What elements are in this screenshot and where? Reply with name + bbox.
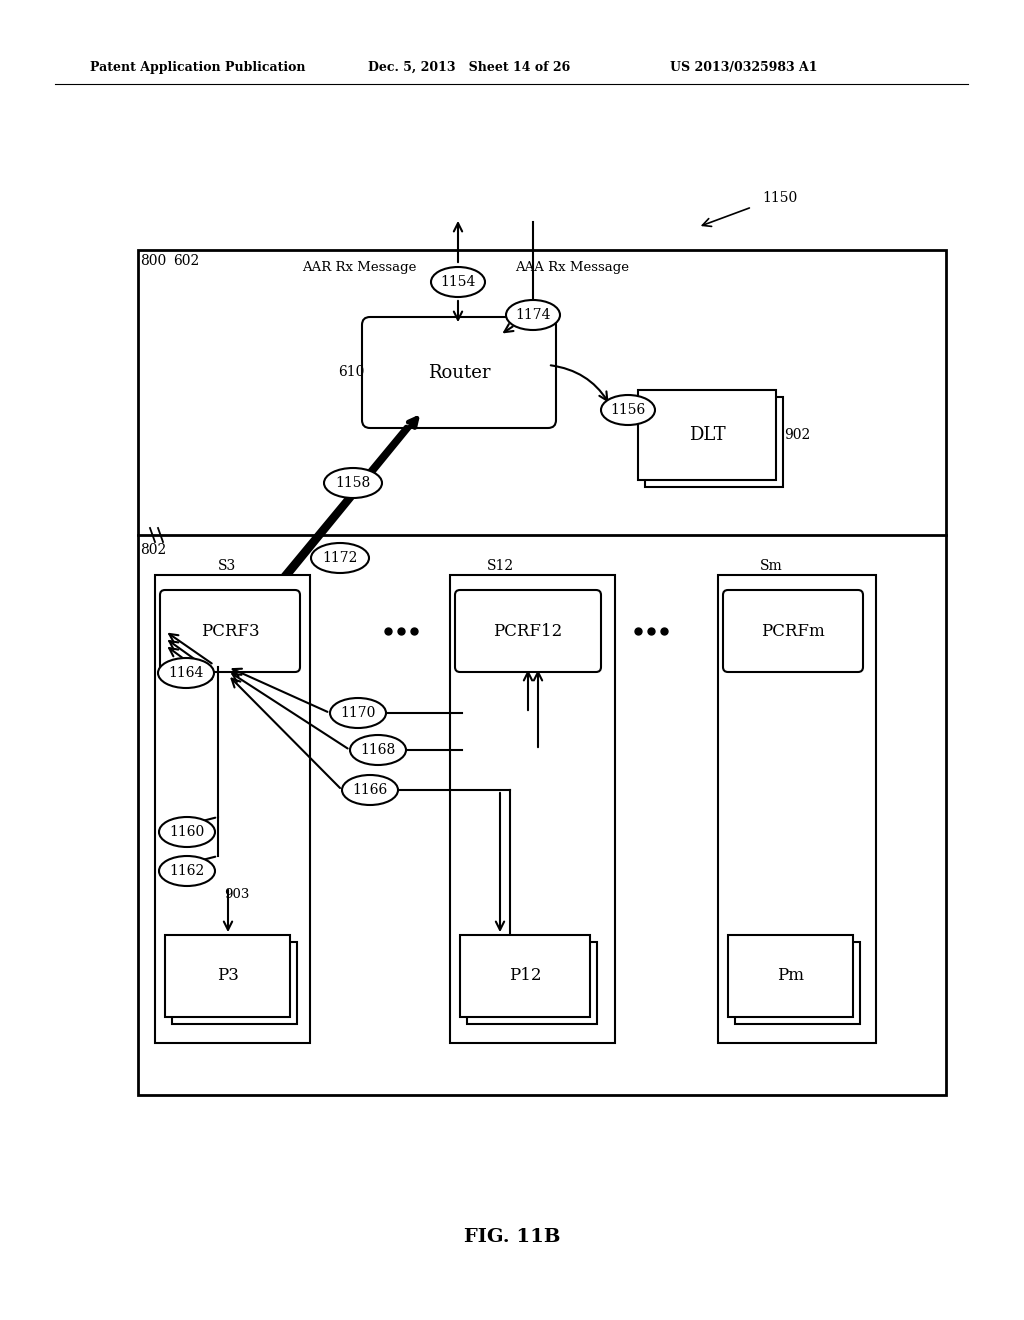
Text: Patent Application Publication: Patent Application Publication	[90, 61, 305, 74]
Text: FIG. 11B: FIG. 11B	[464, 1228, 560, 1246]
Ellipse shape	[159, 817, 215, 847]
Text: 1160: 1160	[169, 825, 205, 840]
Text: PCRF3: PCRF3	[201, 623, 259, 639]
Text: 602: 602	[173, 253, 200, 268]
FancyBboxPatch shape	[638, 389, 776, 480]
Text: DLT: DLT	[689, 426, 725, 444]
Text: 903: 903	[224, 887, 250, 900]
Ellipse shape	[158, 657, 214, 688]
Ellipse shape	[324, 469, 382, 498]
FancyBboxPatch shape	[160, 590, 300, 672]
FancyBboxPatch shape	[460, 935, 590, 1016]
Ellipse shape	[330, 698, 386, 729]
FancyBboxPatch shape	[450, 576, 615, 1043]
Text: Router: Router	[428, 363, 490, 381]
Text: 903: 903	[638, 438, 664, 451]
FancyBboxPatch shape	[645, 397, 783, 487]
Text: S3: S3	[218, 558, 237, 573]
Ellipse shape	[159, 855, 215, 886]
Text: 1150: 1150	[762, 191, 798, 205]
Ellipse shape	[506, 300, 560, 330]
FancyBboxPatch shape	[728, 935, 853, 1016]
Ellipse shape	[342, 775, 398, 805]
Text: 1154: 1154	[440, 275, 476, 289]
Text: Dec. 5, 2013   Sheet 14 of 26: Dec. 5, 2013 Sheet 14 of 26	[368, 61, 570, 74]
Ellipse shape	[431, 267, 485, 297]
Text: AAA Rx Message: AAA Rx Message	[515, 261, 629, 275]
FancyBboxPatch shape	[138, 249, 946, 1096]
Text: 1158: 1158	[336, 477, 371, 490]
Text: P3: P3	[216, 968, 239, 985]
Text: 802: 802	[140, 543, 166, 557]
Text: PCRF12: PCRF12	[494, 623, 562, 639]
FancyBboxPatch shape	[165, 935, 290, 1016]
Text: 610: 610	[338, 366, 365, 380]
Text: Pm: Pm	[777, 968, 804, 985]
Ellipse shape	[311, 543, 369, 573]
Text: AAR Rx Message: AAR Rx Message	[302, 261, 417, 275]
FancyBboxPatch shape	[172, 942, 297, 1024]
Text: 902: 902	[784, 428, 810, 442]
Text: PCRFm: PCRFm	[761, 623, 825, 639]
Text: 1166: 1166	[352, 783, 388, 797]
FancyBboxPatch shape	[155, 576, 310, 1043]
FancyBboxPatch shape	[455, 590, 601, 672]
FancyBboxPatch shape	[467, 942, 597, 1024]
Text: P12: P12	[509, 968, 542, 985]
Text: 800: 800	[140, 253, 166, 268]
FancyBboxPatch shape	[723, 590, 863, 672]
Text: 1174: 1174	[515, 308, 551, 322]
Text: S12: S12	[487, 558, 514, 573]
Text: 1172: 1172	[323, 550, 357, 565]
Text: 1164: 1164	[168, 667, 204, 680]
Ellipse shape	[601, 395, 655, 425]
Text: 1170: 1170	[340, 706, 376, 719]
Text: 1168: 1168	[360, 743, 395, 756]
Ellipse shape	[350, 735, 406, 766]
FancyBboxPatch shape	[718, 576, 876, 1043]
Text: US 2013/0325983 A1: US 2013/0325983 A1	[670, 61, 817, 74]
Text: 1156: 1156	[610, 403, 645, 417]
FancyBboxPatch shape	[362, 317, 556, 428]
Text: Sm: Sm	[760, 558, 782, 573]
Text: 1162: 1162	[169, 865, 205, 878]
FancyBboxPatch shape	[735, 942, 860, 1024]
